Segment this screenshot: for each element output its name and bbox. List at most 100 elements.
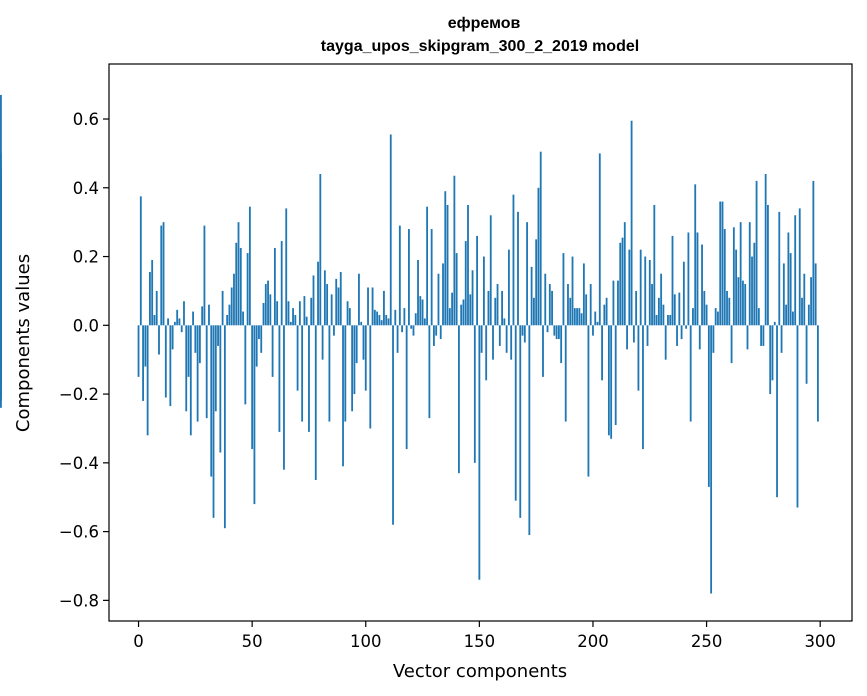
bar — [189, 325, 192, 436]
bar — [262, 302, 265, 326]
bar — [735, 249, 738, 326]
bar — [201, 306, 204, 326]
bar — [473, 325, 476, 463]
bar — [230, 287, 233, 326]
bar — [178, 318, 181, 326]
bar — [785, 304, 788, 326]
bar — [755, 180, 758, 326]
bar — [805, 325, 808, 384]
bar — [748, 222, 751, 326]
y-tick-label: −0.8 — [59, 591, 99, 610]
bar — [251, 325, 254, 450]
bar — [248, 206, 251, 326]
bar — [280, 241, 283, 326]
bar — [773, 321, 776, 326]
bar — [637, 325, 640, 391]
bar — [310, 297, 313, 326]
bar — [237, 222, 240, 326]
y-tick-label: −0.4 — [59, 454, 99, 473]
bar — [742, 280, 744, 326]
bar — [737, 277, 740, 326]
bar — [646, 325, 649, 346]
bar — [346, 301, 349, 326]
y-tick-label: 0.0 — [73, 316, 99, 335]
bar — [639, 249, 642, 326]
bar — [776, 325, 778, 498]
bar — [260, 325, 263, 353]
bar — [780, 325, 783, 353]
bar — [328, 325, 331, 422]
bar — [392, 325, 394, 525]
bar — [337, 287, 340, 326]
bar — [435, 325, 438, 336]
bar — [408, 229, 410, 326]
bar — [376, 311, 379, 326]
bar — [276, 301, 279, 326]
bar — [523, 325, 526, 343]
bar — [739, 222, 742, 326]
bar — [517, 211, 519, 326]
bar — [437, 273, 440, 326]
bar — [301, 325, 304, 422]
y-tick-label: 0.6 — [73, 110, 99, 129]
bar — [246, 253, 249, 326]
bar — [323, 270, 326, 326]
bar — [662, 304, 665, 326]
bar — [551, 290, 553, 326]
bar — [603, 304, 606, 326]
bar — [562, 253, 565, 326]
bar — [498, 325, 501, 346]
bar — [671, 235, 674, 326]
bar — [746, 325, 749, 350]
bar — [712, 325, 715, 353]
bar — [807, 304, 810, 326]
bar — [426, 206, 429, 326]
bar — [803, 273, 806, 326]
bar — [403, 308, 406, 326]
bar — [192, 311, 194, 326]
bar — [414, 313, 417, 326]
bar — [705, 304, 708, 326]
y-tick-label: 0.2 — [73, 248, 99, 267]
bar — [335, 278, 338, 326]
bar — [548, 284, 551, 326]
bar — [430, 229, 433, 326]
bar — [560, 325, 563, 364]
bar — [394, 309, 397, 326]
bar — [526, 222, 528, 326]
bar — [555, 325, 558, 340]
bar — [648, 259, 651, 326]
bar — [239, 247, 242, 326]
bar — [458, 325, 460, 474]
bar — [653, 204, 656, 326]
bar — [598, 153, 601, 326]
x-tick-label: 250 — [691, 632, 723, 651]
y-axis: −0.8 −0.6 −0.4 −0.2 0.0 0.2 0.4 0.6 — [59, 110, 109, 610]
bar — [612, 280, 615, 326]
bar — [235, 242, 238, 326]
bar — [544, 273, 547, 326]
bar — [469, 294, 472, 326]
bar — [330, 294, 333, 326]
bar — [160, 225, 163, 326]
bar — [580, 313, 583, 326]
bar — [487, 290, 490, 326]
bar — [196, 325, 199, 422]
bar — [744, 284, 747, 326]
bar — [217, 325, 219, 346]
bar — [810, 277, 813, 326]
bar — [587, 325, 590, 477]
bar — [607, 325, 610, 436]
bar — [512, 194, 515, 326]
bar — [619, 242, 622, 326]
bar — [817, 325, 819, 422]
bar — [480, 325, 483, 353]
bar — [185, 325, 188, 412]
bar — [605, 297, 608, 326]
bar — [187, 325, 190, 377]
bar — [421, 299, 424, 326]
bar — [794, 215, 797, 326]
bar — [169, 325, 172, 407]
bar — [353, 325, 356, 395]
bar — [592, 325, 594, 336]
